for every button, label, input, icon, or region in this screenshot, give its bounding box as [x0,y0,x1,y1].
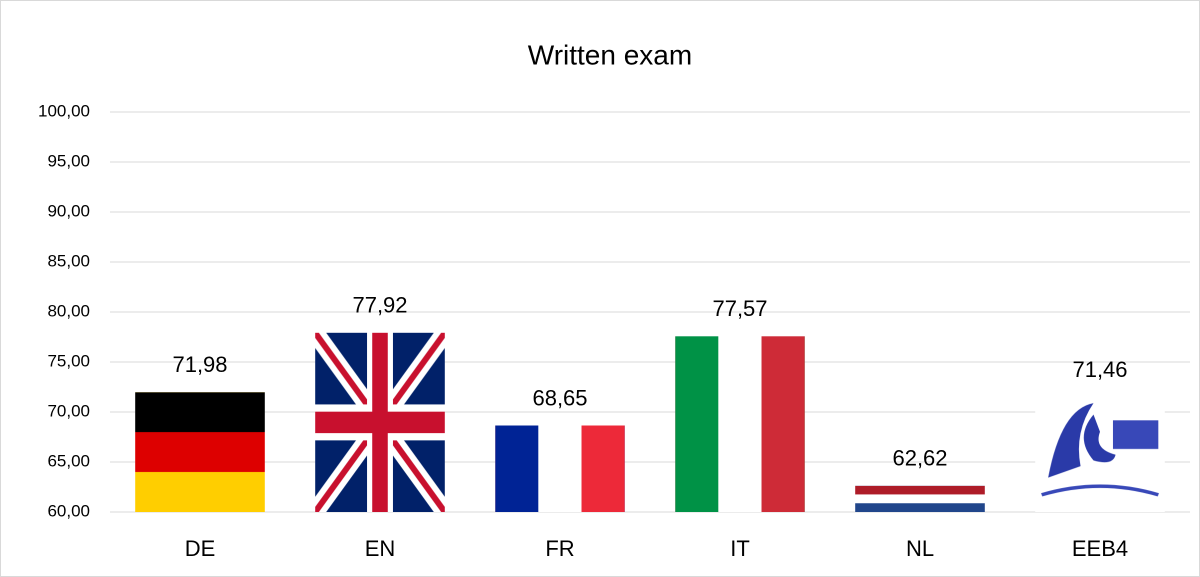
value-label: 77,57 [712,296,767,321]
y-tick-label: 90,00 [47,201,90,220]
x-tick-label: FR [545,536,574,561]
y-tick-label: 60,00 [47,501,90,520]
bar [1035,397,1165,512]
y-tick-label: 85,00 [47,251,90,270]
y-tick-label: 75,00 [47,351,90,370]
value-label: 62,62 [892,446,947,471]
y-tick-label: 80,00 [47,301,90,320]
y-tick-label: 95,00 [47,151,90,170]
x-tick-label: NL [906,536,934,561]
bar [315,332,445,512]
bar [855,485,985,512]
bar [495,425,625,512]
value-label: 71,46 [1072,357,1127,382]
value-label: 77,92 [352,293,407,318]
y-tick-label: 65,00 [47,451,90,470]
x-tick-label: IT [730,536,750,561]
chart-title: Written exam [528,39,692,70]
x-tick-label: EN [365,536,396,561]
value-label: 71,98 [172,352,227,377]
y-tick-label: 100,00 [38,101,90,120]
x-tick-label: DE [185,536,216,561]
bar [135,392,265,512]
x-tick-label: EEB4 [1072,536,1128,561]
y-tick-label: 70,00 [47,401,90,420]
bar [675,336,805,512]
value-label: 68,65 [532,385,587,410]
